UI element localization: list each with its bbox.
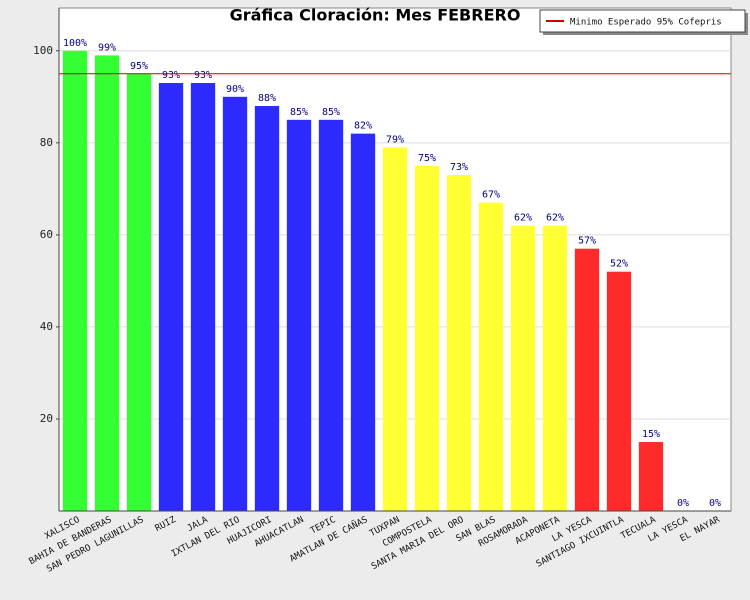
value-label: 95% [130, 61, 148, 72]
y-tick-label: 60 [40, 228, 53, 241]
bar [414, 165, 440, 511]
value-label: 79% [386, 134, 404, 145]
value-label: 88% [258, 93, 276, 104]
bar [286, 119, 312, 511]
value-label: 82% [354, 121, 372, 132]
y-tick-label: 100 [33, 44, 53, 57]
bar [318, 119, 344, 511]
bar [190, 83, 216, 511]
value-label: 90% [226, 84, 244, 95]
value-label: 75% [418, 153, 436, 164]
value-label: 67% [482, 190, 500, 201]
legend-box [539, 9, 746, 33]
y-tick-label: 20 [40, 412, 53, 425]
bar [222, 96, 248, 511]
value-label: 62% [514, 213, 532, 224]
value-label: 93% [162, 70, 180, 81]
bar [574, 248, 600, 511]
bar [542, 225, 568, 511]
value-label: 62% [546, 213, 564, 224]
chart-title: Gráfica Cloración: Mes FEBRERO [230, 6, 521, 25]
value-label: 57% [578, 236, 596, 247]
y-tick-label: 40 [40, 320, 53, 333]
bar [158, 83, 184, 511]
value-label: 93% [194, 70, 212, 81]
bar [382, 147, 408, 512]
value-label: 73% [450, 162, 468, 173]
bar [638, 441, 664, 511]
value-label: 0% [709, 498, 721, 509]
value-label: 99% [98, 42, 116, 53]
value-label: 52% [610, 259, 628, 270]
bar [446, 175, 472, 511]
value-label: 15% [642, 429, 660, 440]
bar [126, 73, 152, 512]
bar [254, 106, 280, 511]
bar [606, 271, 632, 511]
bar [94, 55, 120, 512]
value-label: 85% [322, 107, 340, 118]
value-label: 85% [290, 107, 308, 118]
legend-label: Minimo Esperado 95% Cofepris [570, 18, 722, 28]
y-tick-label: 80 [40, 136, 53, 149]
value-label: 0% [677, 498, 689, 509]
bar [350, 133, 376, 511]
bar [478, 202, 504, 511]
bar [510, 225, 536, 511]
bar [62, 50, 88, 512]
value-label: 100% [63, 38, 87, 49]
